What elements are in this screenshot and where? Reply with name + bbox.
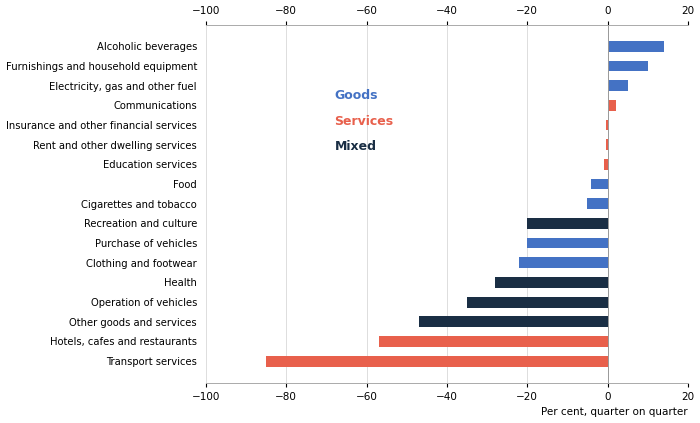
Bar bbox=[603, 159, 608, 170]
Bar bbox=[608, 60, 648, 71]
Bar bbox=[527, 238, 608, 248]
Text: Services: Services bbox=[335, 115, 393, 128]
Bar bbox=[608, 100, 615, 111]
Bar bbox=[608, 41, 664, 52]
Bar bbox=[419, 316, 608, 327]
X-axis label: Per cent, quarter on quarter: Per cent, quarter on quarter bbox=[541, 407, 688, 418]
Bar bbox=[592, 179, 608, 190]
Bar bbox=[606, 139, 608, 150]
Bar bbox=[495, 277, 608, 288]
Bar bbox=[519, 257, 608, 268]
Bar bbox=[467, 297, 608, 308]
Bar bbox=[379, 336, 608, 347]
Bar bbox=[608, 80, 628, 91]
Text: Goods: Goods bbox=[335, 89, 378, 102]
Text: Mixed: Mixed bbox=[335, 140, 377, 153]
Bar bbox=[587, 198, 608, 209]
Bar bbox=[527, 218, 608, 229]
Bar bbox=[606, 120, 608, 130]
Bar bbox=[266, 356, 608, 367]
